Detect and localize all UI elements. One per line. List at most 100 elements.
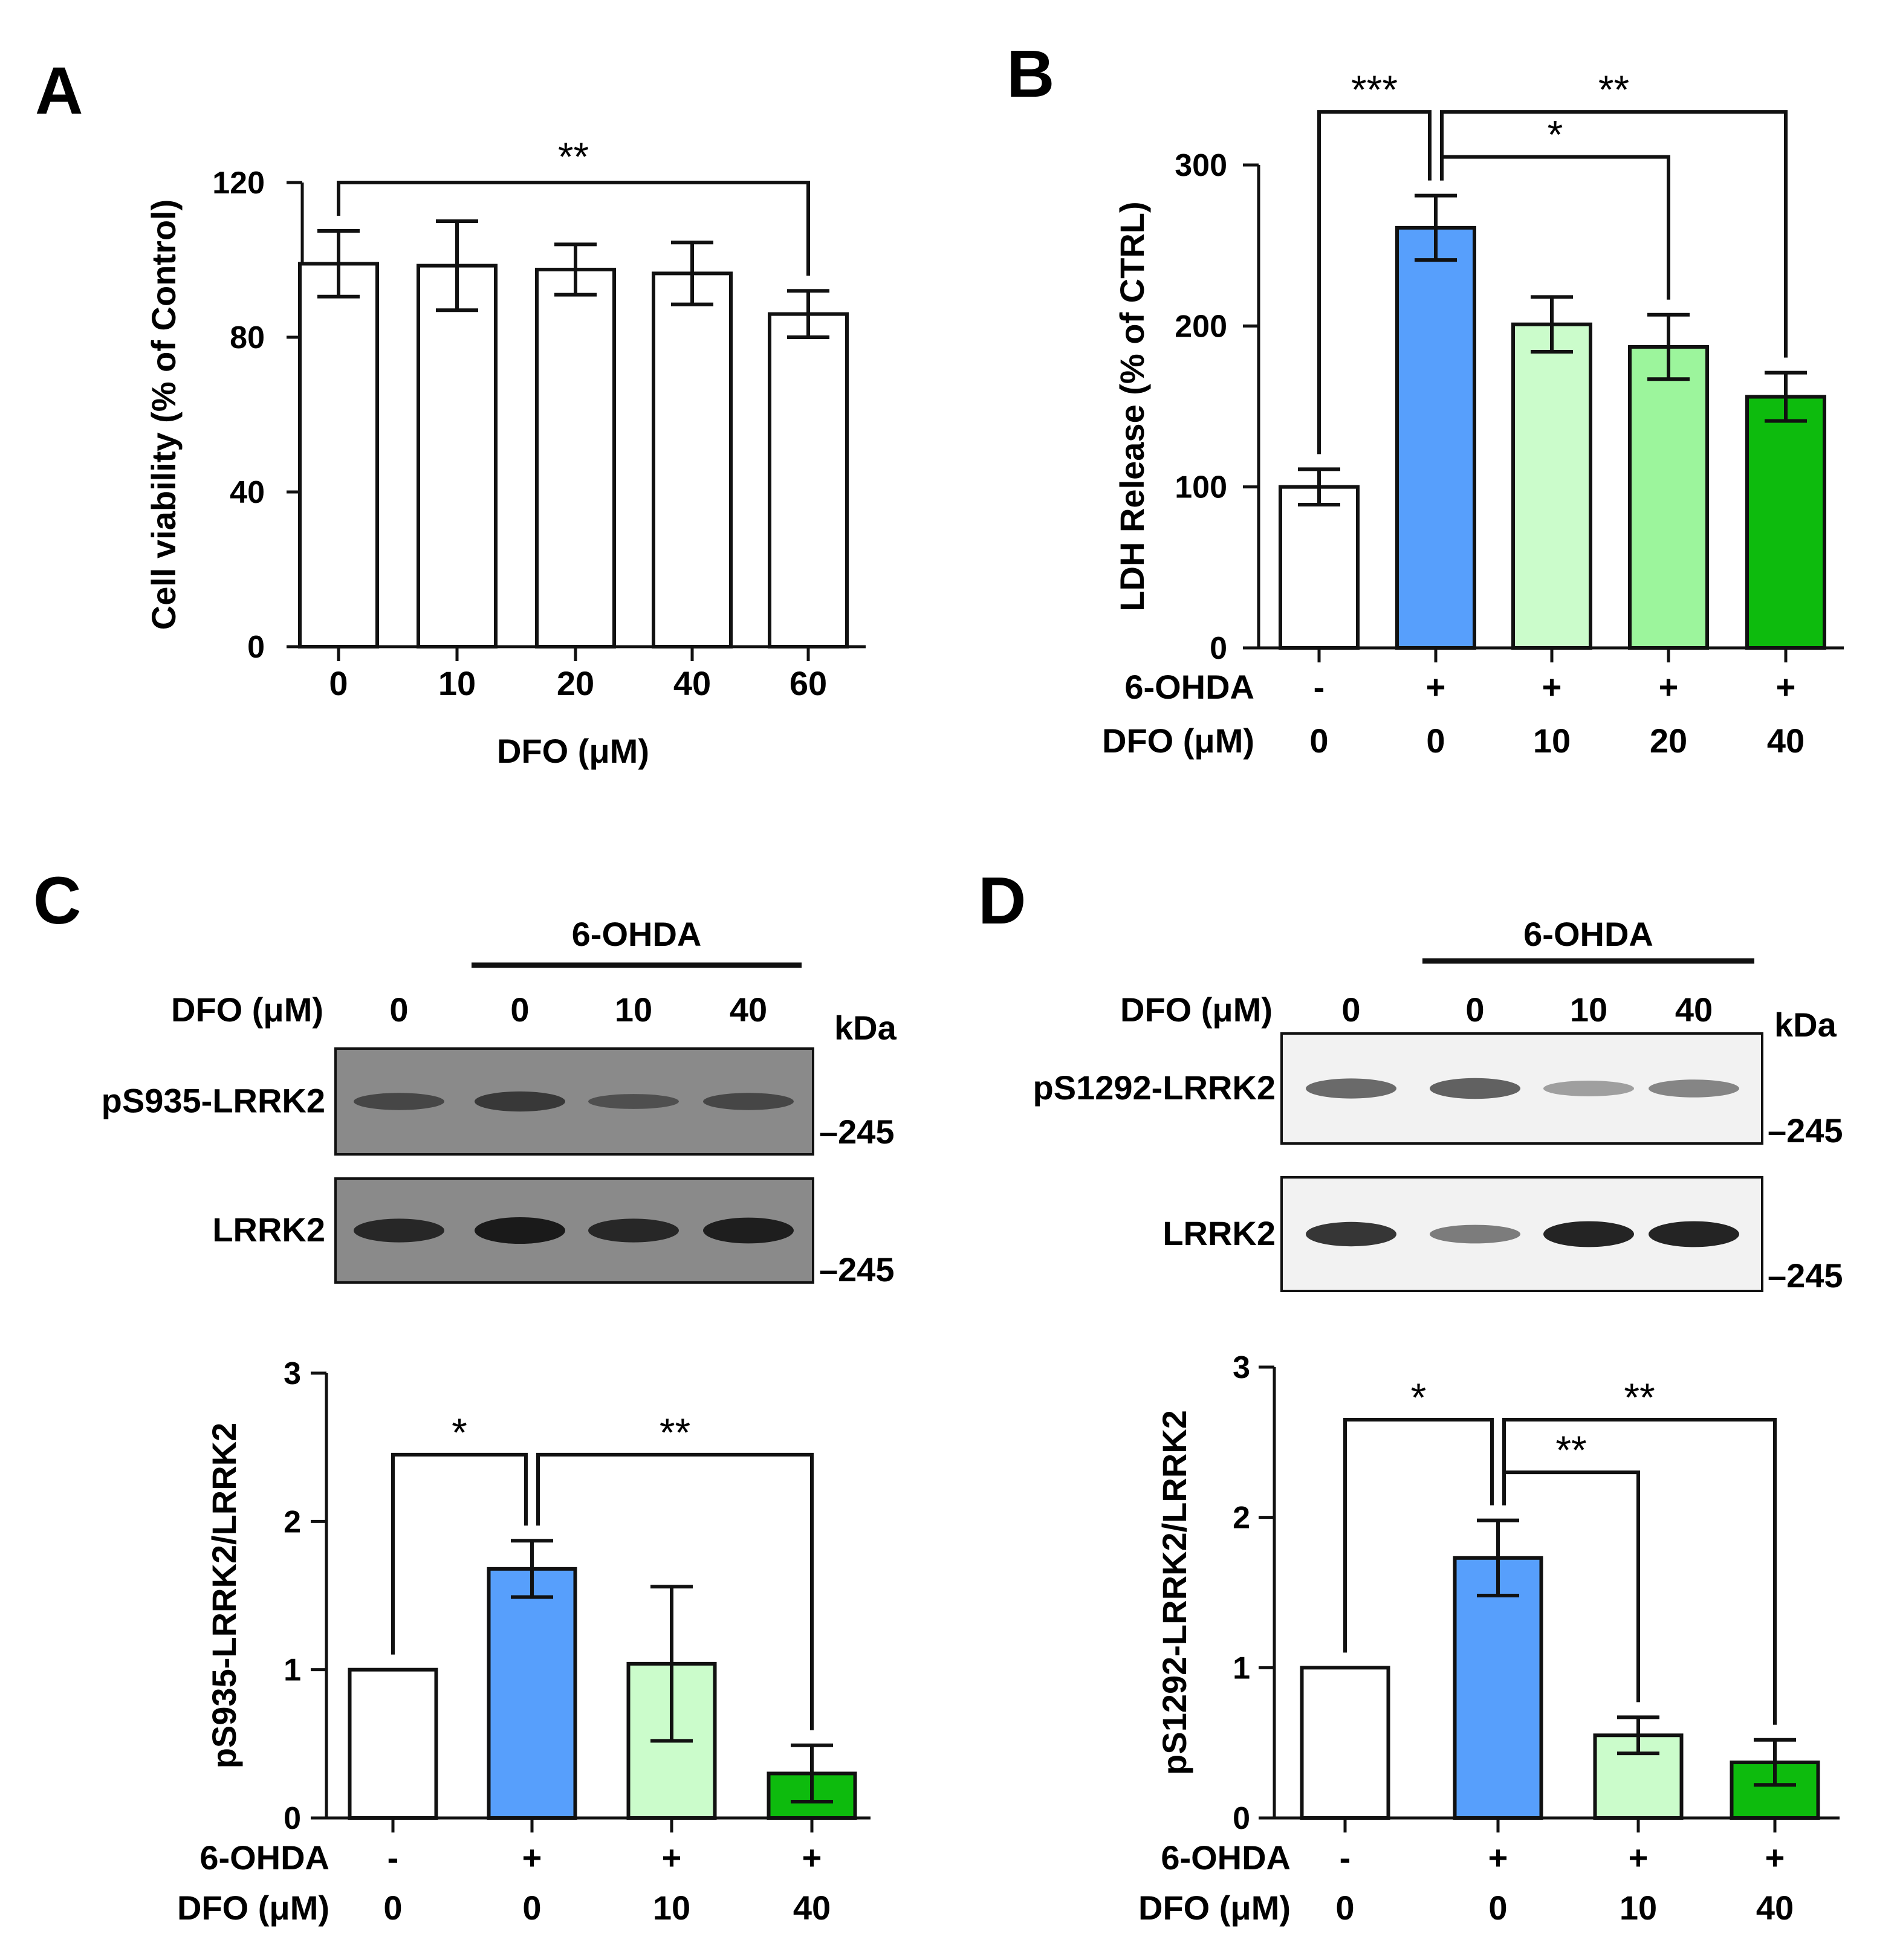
significance-bracket: ** — [1440, 67, 1788, 358]
ohda-indicator: + — [1542, 668, 1562, 706]
significance-bracket: ** — [1502, 1428, 1640, 1703]
blot-size-marker: –245 — [819, 1113, 895, 1151]
bracket-line — [1440, 110, 1788, 358]
blot-band — [475, 1091, 565, 1112]
blot-lane-label: 40 — [1675, 991, 1713, 1029]
blot-row-label: LRRK2 — [1163, 1214, 1276, 1252]
bar — [1279, 485, 1360, 650]
y-tick-label: 3 — [284, 1356, 301, 1391]
significance-label: *** — [1351, 67, 1398, 112]
bracket-line — [1317, 110, 1432, 454]
y-tick-label: 2 — [1233, 1501, 1250, 1536]
x-axis-label: DFO (μM) — [497, 732, 649, 770]
blot-band — [354, 1093, 444, 1110]
blot-kda-label: kDa — [1774, 1006, 1837, 1044]
bracket-line — [536, 1452, 814, 1730]
ohda-indicator: + — [1765, 1839, 1785, 1877]
bar-chart: 0 1 2 3 pS1292-LRRK2/LRRK2 0 - 0 +10 +40 +6-OHDA DF… — [1138, 1350, 1840, 1927]
blot-row-label: pS1292-LRRK2 — [1033, 1069, 1276, 1107]
x-tick-label: 0 — [522, 1889, 541, 1927]
bar — [348, 1667, 438, 1820]
x-tick-label: 20 — [1650, 722, 1687, 760]
bracket-line — [1440, 155, 1670, 300]
ohda-indicator: + — [522, 1839, 542, 1877]
bar — [1511, 322, 1592, 650]
blot-dfo-label: DFO (μM) — [171, 991, 323, 1029]
x-tick-label: 0 — [1335, 1889, 1354, 1927]
blot-band — [703, 1093, 794, 1110]
y-tick-label: 1 — [284, 1653, 301, 1688]
bar — [768, 312, 849, 648]
blot-band — [588, 1218, 679, 1243]
ohda-row-label: 6-OHDA — [199, 1839, 329, 1877]
blot-band — [703, 1217, 794, 1244]
bar-chart: 0 40 80 120 Cell viability (% of Control) 0 10… — [144, 134, 866, 770]
blot-lane-label: 0 — [510, 991, 529, 1029]
ohda-indicator: - — [1314, 668, 1325, 706]
ohda-indicator: + — [662, 1839, 682, 1877]
significance-label: ** — [1555, 1428, 1586, 1472]
blot-row-label: pS935-LRRK2 — [102, 1082, 325, 1120]
blot-dfo-label: DFO (μM) — [1120, 991, 1273, 1029]
y-tick-label: 1 — [1233, 1651, 1250, 1686]
bar — [487, 1567, 577, 1820]
blot-lane-label: 0 — [1465, 991, 1484, 1029]
significance-label: * — [1548, 112, 1563, 157]
blot-size-marker: –245 — [1768, 1257, 1843, 1295]
x-tick-label: 10 — [1533, 722, 1571, 760]
x-tick-label: 40 — [673, 664, 711, 702]
dfo-row-label: DFO (μM) — [177, 1889, 329, 1927]
dfo-row-label: DFO (μM) — [1102, 722, 1254, 760]
panel-letter: C — [33, 864, 81, 938]
bar — [1628, 344, 1709, 650]
significance-label: * — [452, 1410, 467, 1455]
blot-lane-label: 0 — [389, 991, 408, 1029]
panel-a: A 0 40 80 120 Cell viability (% of Control) 0 1… — [35, 54, 866, 770]
blot-band — [1543, 1081, 1634, 1096]
x-tick-label: 40 — [793, 1889, 831, 1927]
significance-label: * — [1411, 1375, 1427, 1420]
bar-chart: 0 1 2 3 pS935-LRRK2/LRRK2 0 - 0 +10 +40 +6-OHDA DFO… — [177, 1356, 871, 1927]
blot-band — [1430, 1224, 1520, 1244]
x-tick-label: 10 — [1620, 1889, 1657, 1927]
ohda-indicator: + — [1488, 1839, 1508, 1877]
y-axis-label: pS935-LRRK2/LRRK2 — [205, 1423, 243, 1769]
significance-label: ** — [1598, 67, 1629, 112]
ohda-row-label: 6-OHDA — [1161, 1839, 1291, 1877]
blot-lane-label: 40 — [730, 991, 767, 1029]
x-tick-label: 0 — [1488, 1889, 1507, 1927]
blot-row: pS935-LRRK2 –245 — [102, 1047, 895, 1156]
bar — [1395, 225, 1476, 650]
panel-letter: D — [978, 864, 1026, 938]
y-tick-label: 120 — [212, 166, 265, 201]
y-tick-label: 200 — [1175, 309, 1227, 344]
y-tick-label: 2 — [284, 1504, 301, 1539]
blot-lane-label: 10 — [615, 991, 652, 1029]
x-tick-label: 0 — [1426, 722, 1445, 760]
y-tick-label: 0 — [1210, 631, 1227, 666]
blot-kda-label: kDa — [834, 1009, 897, 1047]
bar — [1745, 395, 1826, 650]
ohda-indicator: + — [1659, 668, 1679, 706]
blot-size-marker: –245 — [1768, 1111, 1843, 1150]
significance-bracket: ** — [536, 1410, 814, 1730]
ohda-indicator: - — [1340, 1839, 1351, 1877]
x-tick-label: 40 — [1756, 1889, 1794, 1927]
dfo-row-label: DFO (μM) — [1138, 1889, 1291, 1927]
x-tick-label: 40 — [1767, 722, 1805, 760]
bracket-line — [1502, 1470, 1640, 1703]
blot-row-label: LRRK2 — [212, 1211, 325, 1249]
bar — [1300, 1666, 1390, 1820]
significance-bracket: * — [391, 1410, 528, 1655]
blot-lane-label: 0 — [1341, 991, 1360, 1029]
blot-band — [1543, 1221, 1634, 1247]
significance-label: ** — [1624, 1375, 1655, 1420]
y-tick-label: 3 — [1233, 1350, 1250, 1385]
blot-lane-label: 10 — [1570, 991, 1607, 1029]
bar — [535, 268, 616, 648]
x-tick-label: 0 — [1309, 722, 1328, 760]
significance-label: ** — [660, 1410, 690, 1455]
